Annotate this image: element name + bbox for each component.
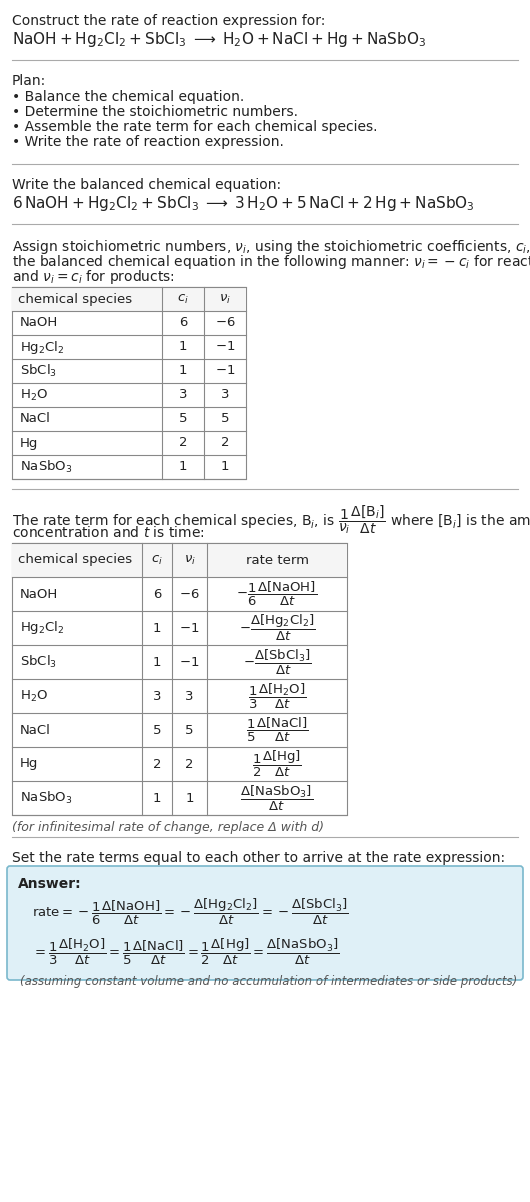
Bar [12, 543, 347, 577]
Text: Hg: Hg [20, 757, 38, 770]
Text: 5: 5 [221, 412, 229, 426]
Text: $\dfrac{\Delta[\mathrm{NaSbO_3}]}{\Delta t}$: $\dfrac{\Delta[\mathrm{NaSbO_3}]}{\Delta… [241, 784, 314, 813]
Text: $\dfrac{1}{5}\dfrac{\Delta[\mathrm{NaCl}]}{\Delta t}$: $\dfrac{1}{5}\dfrac{\Delta[\mathrm{NaCl}… [246, 716, 308, 744]
Text: 2: 2 [186, 757, 194, 770]
Text: $-6$: $-6$ [215, 316, 235, 329]
Text: • Write the rate of reaction expression.: • Write the rate of reaction expression. [12, 135, 284, 149]
Text: 1: 1 [179, 364, 187, 377]
Text: rate term: rate term [245, 553, 308, 566]
Text: $-6$: $-6$ [179, 588, 200, 601]
Text: 5: 5 [179, 412, 187, 426]
Text: $\mathrm{NaSbO_3}$: $\mathrm{NaSbO_3}$ [20, 790, 73, 807]
Text: 1: 1 [179, 460, 187, 474]
Text: 3: 3 [221, 388, 229, 401]
Text: 2: 2 [179, 436, 187, 450]
Text: 1: 1 [153, 655, 161, 668]
Text: 2: 2 [221, 436, 229, 450]
Text: $\dfrac{1}{2}\dfrac{\Delta[\mathrm{Hg}]}{\Delta t}$: $\dfrac{1}{2}\dfrac{\Delta[\mathrm{Hg}]}… [252, 749, 302, 779]
Text: Assign stoichiometric numbers, $\nu_i$, using the stoichiometric coefficients, $: Assign stoichiometric numbers, $\nu_i$, … [12, 238, 530, 256]
Text: NaOH: NaOH [20, 588, 58, 601]
Text: (assuming constant volume and no accumulation of intermediates or side products): (assuming constant volume and no accumul… [20, 975, 517, 988]
FancyBboxPatch shape [7, 865, 523, 980]
Text: 1: 1 [153, 621, 161, 635]
Text: 5: 5 [153, 724, 161, 737]
Text: $\mathrm{SbCl_3}$: $\mathrm{SbCl_3}$ [20, 654, 57, 670]
Text: 3: 3 [179, 388, 187, 401]
Text: $-1$: $-1$ [215, 340, 235, 353]
Text: 6: 6 [179, 316, 187, 329]
Text: $\mathrm{H_2O}$: $\mathrm{H_2O}$ [20, 689, 48, 703]
Text: and $\nu_i = c_i$ for products:: and $\nu_i = c_i$ for products: [12, 268, 175, 286]
Text: $\mathrm{H_2O}$: $\mathrm{H_2O}$ [20, 387, 48, 403]
Text: concentration and $t$ is time:: concentration and $t$ is time: [12, 525, 205, 540]
Text: 3: 3 [153, 690, 161, 702]
Text: the balanced chemical equation in the following manner: $\nu_i = -c_i$ for react: the balanced chemical equation in the fo… [12, 252, 530, 270]
Bar [12, 543, 347, 815]
Bar [12, 287, 246, 311]
Text: $\dfrac{1}{3}\dfrac{\Delta[\mathrm{H_2O}]}{\Delta t}$: $\dfrac{1}{3}\dfrac{\Delta[\mathrm{H_2O}… [248, 682, 306, 710]
Text: $6\,\mathrm{NaOH} + \mathrm{Hg_2Cl_2} + \mathrm{SbCl_3} \;\longrightarrow\; 3\,\: $6\,\mathrm{NaOH} + \mathrm{Hg_2Cl_2} + … [12, 194, 475, 213]
Text: 1: 1 [153, 791, 161, 804]
Text: $\mathrm{NaSbO_3}$: $\mathrm{NaSbO_3}$ [20, 459, 73, 475]
Text: 2: 2 [153, 757, 161, 770]
Text: 1: 1 [221, 460, 229, 474]
Text: The rate term for each chemical species, B$_i$, is $\dfrac{1}{\nu_i}\dfrac{\Delt: The rate term for each chemical species,… [12, 502, 530, 536]
Text: NaOH: NaOH [20, 316, 58, 329]
Text: $= \dfrac{1}{3}\dfrac{\Delta[\mathrm{H_2O}]}{\Delta t} = \dfrac{1}{5}\dfrac{\Del: $= \dfrac{1}{3}\dfrac{\Delta[\mathrm{H_2… [32, 938, 340, 968]
Text: • Balance the chemical equation.: • Balance the chemical equation. [12, 90, 244, 105]
Text: chemical species: chemical species [18, 292, 132, 305]
Text: $-\dfrac{1}{6}\dfrac{\Delta[\mathrm{NaOH}]}{\Delta t}$: $-\dfrac{1}{6}\dfrac{\Delta[\mathrm{NaOH… [236, 579, 317, 608]
Text: $\nu_i$: $\nu_i$ [183, 553, 196, 566]
Text: Construct the rate of reaction expression for:: Construct the rate of reaction expressio… [12, 14, 325, 28]
Text: • Determine the stoichiometric numbers.: • Determine the stoichiometric numbers. [12, 105, 298, 119]
Text: $\mathrm{SbCl_3}$: $\mathrm{SbCl_3}$ [20, 363, 57, 379]
Text: $\mathrm{rate} = -\dfrac{1}{6}\dfrac{\Delta[\mathrm{NaOH}]}{\Delta t} = -\dfrac{: $\mathrm{rate} = -\dfrac{1}{6}\dfrac{\De… [32, 897, 349, 927]
Text: Plan:: Plan: [12, 75, 46, 88]
Text: NaCl: NaCl [20, 412, 51, 426]
Text: $\mathrm{Hg_2Cl_2}$: $\mathrm{Hg_2Cl_2}$ [20, 339, 65, 356]
Text: 1: 1 [186, 791, 194, 804]
Text: $\nu_i$: $\nu_i$ [219, 292, 231, 305]
Text: 5: 5 [186, 724, 194, 737]
Text: NaCl: NaCl [20, 724, 51, 737]
Text: Write the balanced chemical equation:: Write the balanced chemical equation: [12, 178, 281, 192]
Text: 6: 6 [153, 588, 161, 601]
Text: • Assemble the rate term for each chemical species.: • Assemble the rate term for each chemic… [12, 120, 377, 133]
Text: $\mathrm{NaOH} + \mathrm{Hg_2Cl_2} + \mathrm{SbCl_3} \;\longrightarrow\; \mathrm: $\mathrm{NaOH} + \mathrm{Hg_2Cl_2} + \ma… [12, 30, 426, 49]
Text: 1: 1 [179, 340, 187, 353]
Text: Set the rate terms equal to each other to arrive at the rate expression:: Set the rate terms equal to each other t… [12, 851, 505, 865]
Text: $-1$: $-1$ [179, 621, 200, 635]
Text: Answer:: Answer: [18, 877, 82, 891]
Text: $c_i$: $c_i$ [177, 292, 189, 305]
Text: 3: 3 [186, 690, 194, 702]
Text: (for infinitesimal rate of change, replace Δ with d): (for infinitesimal rate of change, repla… [12, 821, 324, 834]
Text: $-1$: $-1$ [179, 655, 200, 668]
Text: chemical species: chemical species [18, 553, 132, 566]
Text: $\mathrm{Hg_2Cl_2}$: $\mathrm{Hg_2Cl_2}$ [20, 619, 65, 637]
Text: $-1$: $-1$ [215, 364, 235, 377]
Text: $-\dfrac{\Delta[\mathrm{SbCl_3}]}{\Delta t}$: $-\dfrac{\Delta[\mathrm{SbCl_3}]}{\Delta… [243, 648, 311, 677]
Text: $-\dfrac{\Delta[\mathrm{Hg_2Cl_2}]}{\Delta t}$: $-\dfrac{\Delta[\mathrm{Hg_2Cl_2}]}{\Del… [238, 613, 315, 643]
Text: Hg: Hg [20, 436, 38, 450]
Text: $c_i$: $c_i$ [151, 553, 163, 566]
Bar [12, 287, 246, 480]
